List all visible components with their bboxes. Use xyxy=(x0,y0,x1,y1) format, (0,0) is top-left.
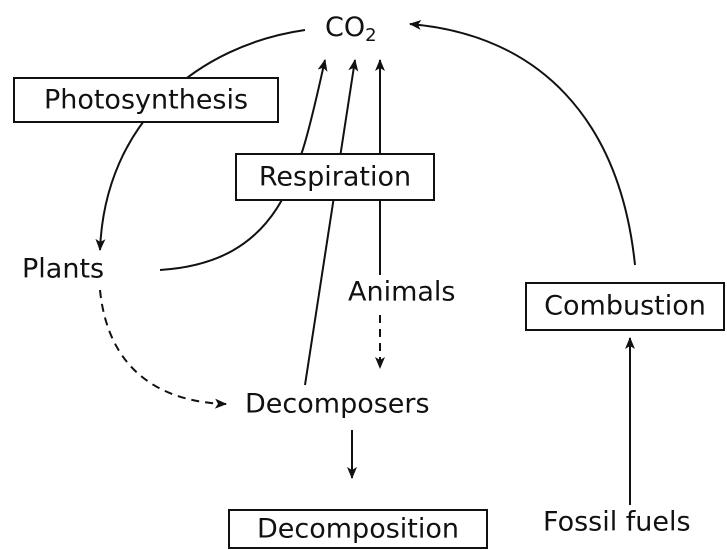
box xyxy=(228,509,488,549)
node-label: Combustion xyxy=(544,291,706,322)
node-label: Animals xyxy=(348,277,456,308)
arrow xyxy=(159,59,328,271)
box xyxy=(13,77,279,123)
node-label: Photosynthesis xyxy=(44,85,248,116)
box xyxy=(235,153,435,201)
node-label: Respiration xyxy=(259,162,411,193)
arrow xyxy=(99,289,227,409)
arrow xyxy=(409,19,636,266)
node-label: Plants xyxy=(22,254,104,285)
co2-label: CO2 xyxy=(325,12,377,47)
node-label: Decomposers xyxy=(245,389,430,420)
node-label: Fossil fuels xyxy=(543,507,691,538)
node-label: Decomposition xyxy=(257,514,459,545)
box xyxy=(525,282,725,331)
arrow xyxy=(304,59,359,386)
arrow xyxy=(95,29,306,251)
